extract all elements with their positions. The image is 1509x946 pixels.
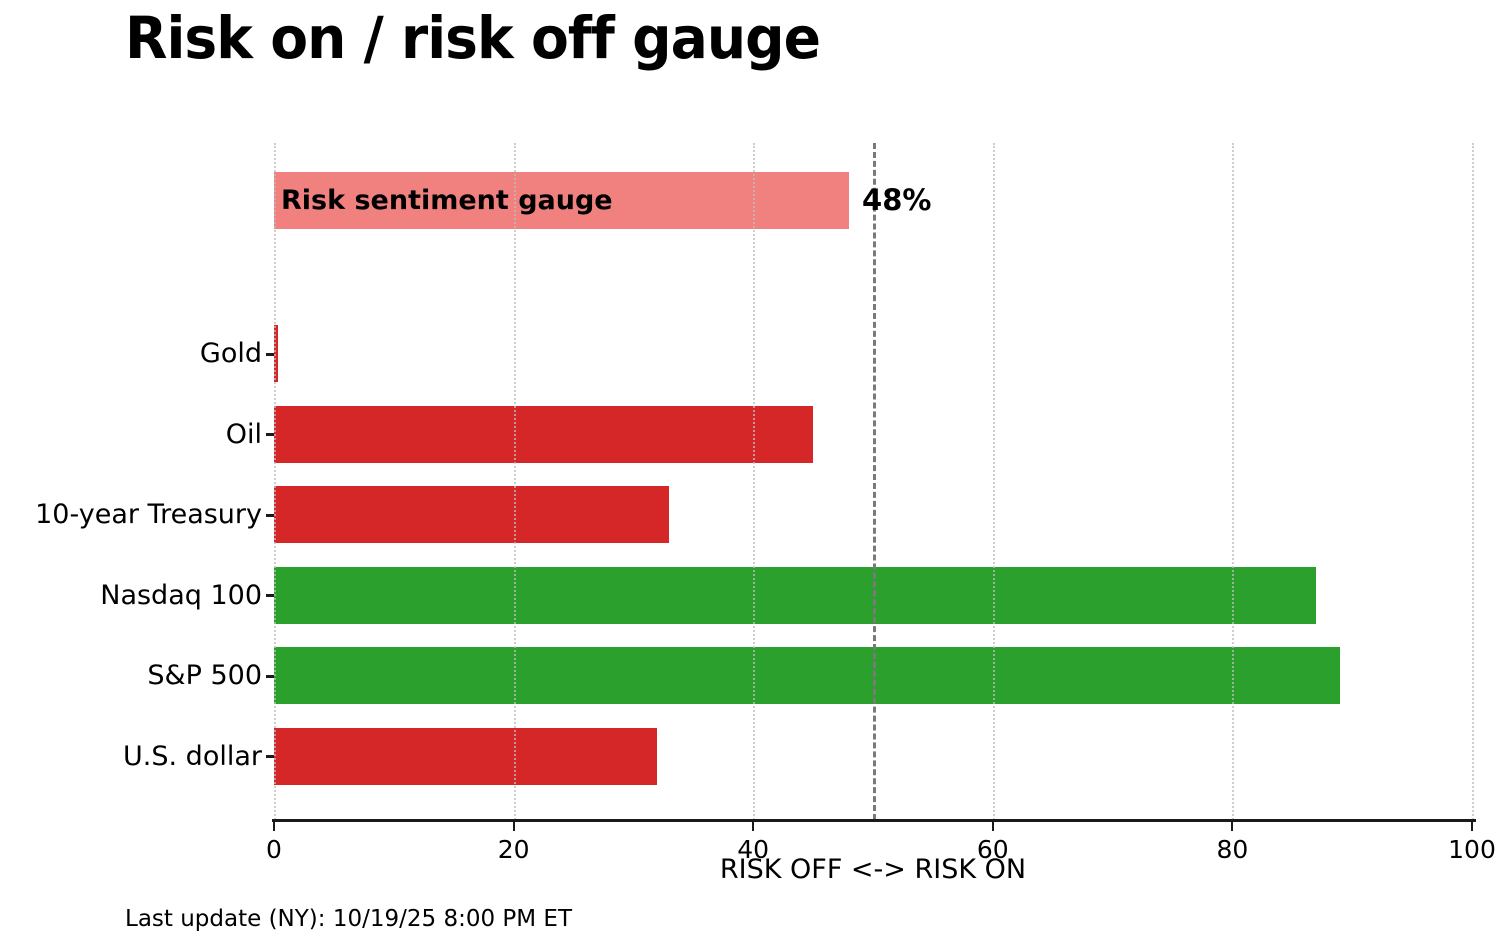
x-tick-80 xyxy=(1231,822,1234,831)
bar-u-s-dollar xyxy=(274,727,658,785)
gridline-80 xyxy=(1232,143,1235,820)
x-tick-label-80: 80 xyxy=(1216,835,1249,864)
gauge-value-annotation: 48% xyxy=(862,183,932,217)
risk-sentiment-gauge-bar: Risk sentiment gauge xyxy=(274,172,850,229)
y-tick-oil xyxy=(266,433,274,436)
gridline-20 xyxy=(513,143,516,820)
y-tick-10-year-treasury xyxy=(266,513,274,517)
bar-oil xyxy=(274,405,814,463)
y-axis-label-u-s-dollar: U.S. dollar xyxy=(123,740,262,772)
gridline-0 xyxy=(274,143,276,820)
y-tick-nasdaq-100 xyxy=(266,594,274,597)
gridline-40 xyxy=(753,143,756,820)
gridline-100 xyxy=(1472,143,1474,820)
x-axis-line xyxy=(272,819,1476,822)
y-axis-label-10-year-treasury: 10-year Treasury xyxy=(35,499,262,530)
x-tick-label-60: 60 xyxy=(976,835,1009,864)
x-tick-100 xyxy=(1471,822,1473,831)
x-tick-20 xyxy=(512,822,515,831)
bar-s-p-500 xyxy=(274,647,1341,704)
x-tick-label-0: 0 xyxy=(266,835,282,864)
last-update-note: Last update (NY): 10/19/25 8:00 PM ET xyxy=(125,906,573,932)
x-tick-0 xyxy=(273,822,275,831)
x-tick-label-100: 100 xyxy=(1448,835,1496,864)
gauge-bar-label: Risk sentiment gauge xyxy=(281,185,613,216)
chart-title: Risk on / risk off gauge xyxy=(125,4,821,72)
y-axis-label-oil: Oil xyxy=(225,418,262,450)
y-axis-label-s-p-500: S&P 500 xyxy=(147,660,262,691)
x-axis-title: RISK OFF <-> RISK ON xyxy=(719,854,1027,885)
x-tick-label-40: 40 xyxy=(737,835,770,864)
x-tick-60 xyxy=(991,822,994,831)
bar-nasdaq-100 xyxy=(274,566,1317,624)
y-tick-u-s-dollar xyxy=(266,755,274,758)
x-tick-40 xyxy=(752,822,755,831)
plot-area: Risk sentiment gauge 48% 0 20 40 60 80 100 Gol… xyxy=(35,143,1496,864)
bar-10-year-treasury xyxy=(274,486,670,543)
gridline-60 xyxy=(992,143,995,820)
midpoint-reference-line xyxy=(873,143,876,820)
x-tick-label-20: 20 xyxy=(497,835,530,864)
y-axis-label-nasdaq-100: Nasdaq 100 xyxy=(100,579,262,611)
y-tick-gold xyxy=(266,352,274,356)
y-tick-s-p-500 xyxy=(266,674,274,678)
y-axis-label-gold: Gold xyxy=(199,338,262,369)
